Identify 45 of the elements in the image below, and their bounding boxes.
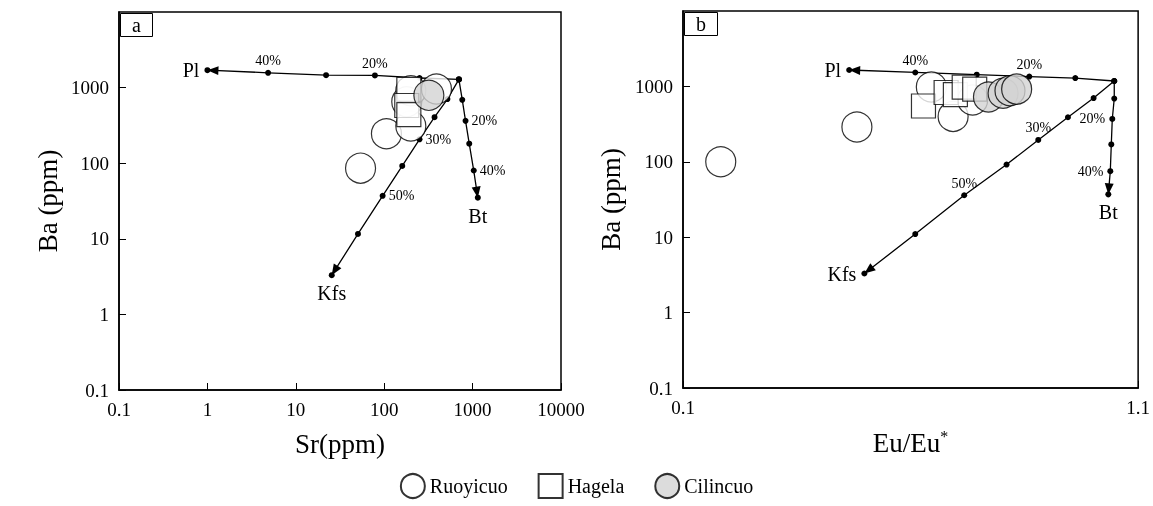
y-tick-label: 10 xyxy=(654,226,673,248)
annotation: 40% xyxy=(479,163,506,179)
x-axis-title: Eu/Eu* xyxy=(872,427,949,458)
x-tick-label: 1.1 xyxy=(1126,397,1150,418)
x-tick-label: 1 xyxy=(202,399,213,420)
x-tick-label: 10000 xyxy=(537,399,585,420)
y-tick-label: 1000 xyxy=(71,77,109,99)
y-tick-label: 0.1 xyxy=(649,377,673,399)
y-tick-label: 10 xyxy=(90,228,109,250)
legend-label: Cilincuo xyxy=(684,475,754,497)
chart-title: a xyxy=(132,14,141,36)
annotation: 30% xyxy=(425,131,452,147)
x-axis-title: Sr(ppm) xyxy=(295,428,385,459)
annotation: 20% xyxy=(1079,111,1106,127)
annotation: 50% xyxy=(951,175,978,191)
x-tick-label: 0.1 xyxy=(107,399,131,420)
annotation: 40% xyxy=(255,53,282,69)
x-tick-label: 100 xyxy=(369,399,399,420)
chart-title: b xyxy=(696,13,706,35)
annotation: 40% xyxy=(1077,163,1104,179)
y-tick-label: 100 xyxy=(644,151,673,173)
x-tick-label: 1000 xyxy=(453,399,492,420)
y-tick-label: 0.1 xyxy=(85,379,109,401)
annotation: 20% xyxy=(362,55,389,71)
annotation: Bt xyxy=(1098,201,1119,224)
x-tick-label: 10 xyxy=(286,399,306,420)
y-tick-label: 1 xyxy=(99,303,109,325)
y-tick-label: 100 xyxy=(80,152,109,174)
y-tick-label: 1 xyxy=(663,302,673,324)
annotation: 40% xyxy=(902,52,929,68)
annotation: Kfs xyxy=(827,262,857,285)
legend-label: Hagela xyxy=(567,475,625,498)
annotation: 30% xyxy=(1025,120,1052,136)
annotation: 20% xyxy=(471,113,498,129)
y-axis-title: Ba (ppm) xyxy=(595,148,626,251)
annotation: Pl xyxy=(182,59,200,82)
annotation: Pl xyxy=(824,59,842,81)
annotation: Kfs xyxy=(317,282,347,305)
annotation: Bt xyxy=(468,204,488,227)
y-axis-title: Ba (ppm) xyxy=(32,149,63,253)
legend-label: Ruoyicuo xyxy=(429,475,508,498)
annotation: 20% xyxy=(1016,57,1043,73)
x-tick-label: 0.1 xyxy=(671,397,695,418)
annotation: 50% xyxy=(388,188,415,204)
y-tick-label: 1000 xyxy=(635,75,673,97)
